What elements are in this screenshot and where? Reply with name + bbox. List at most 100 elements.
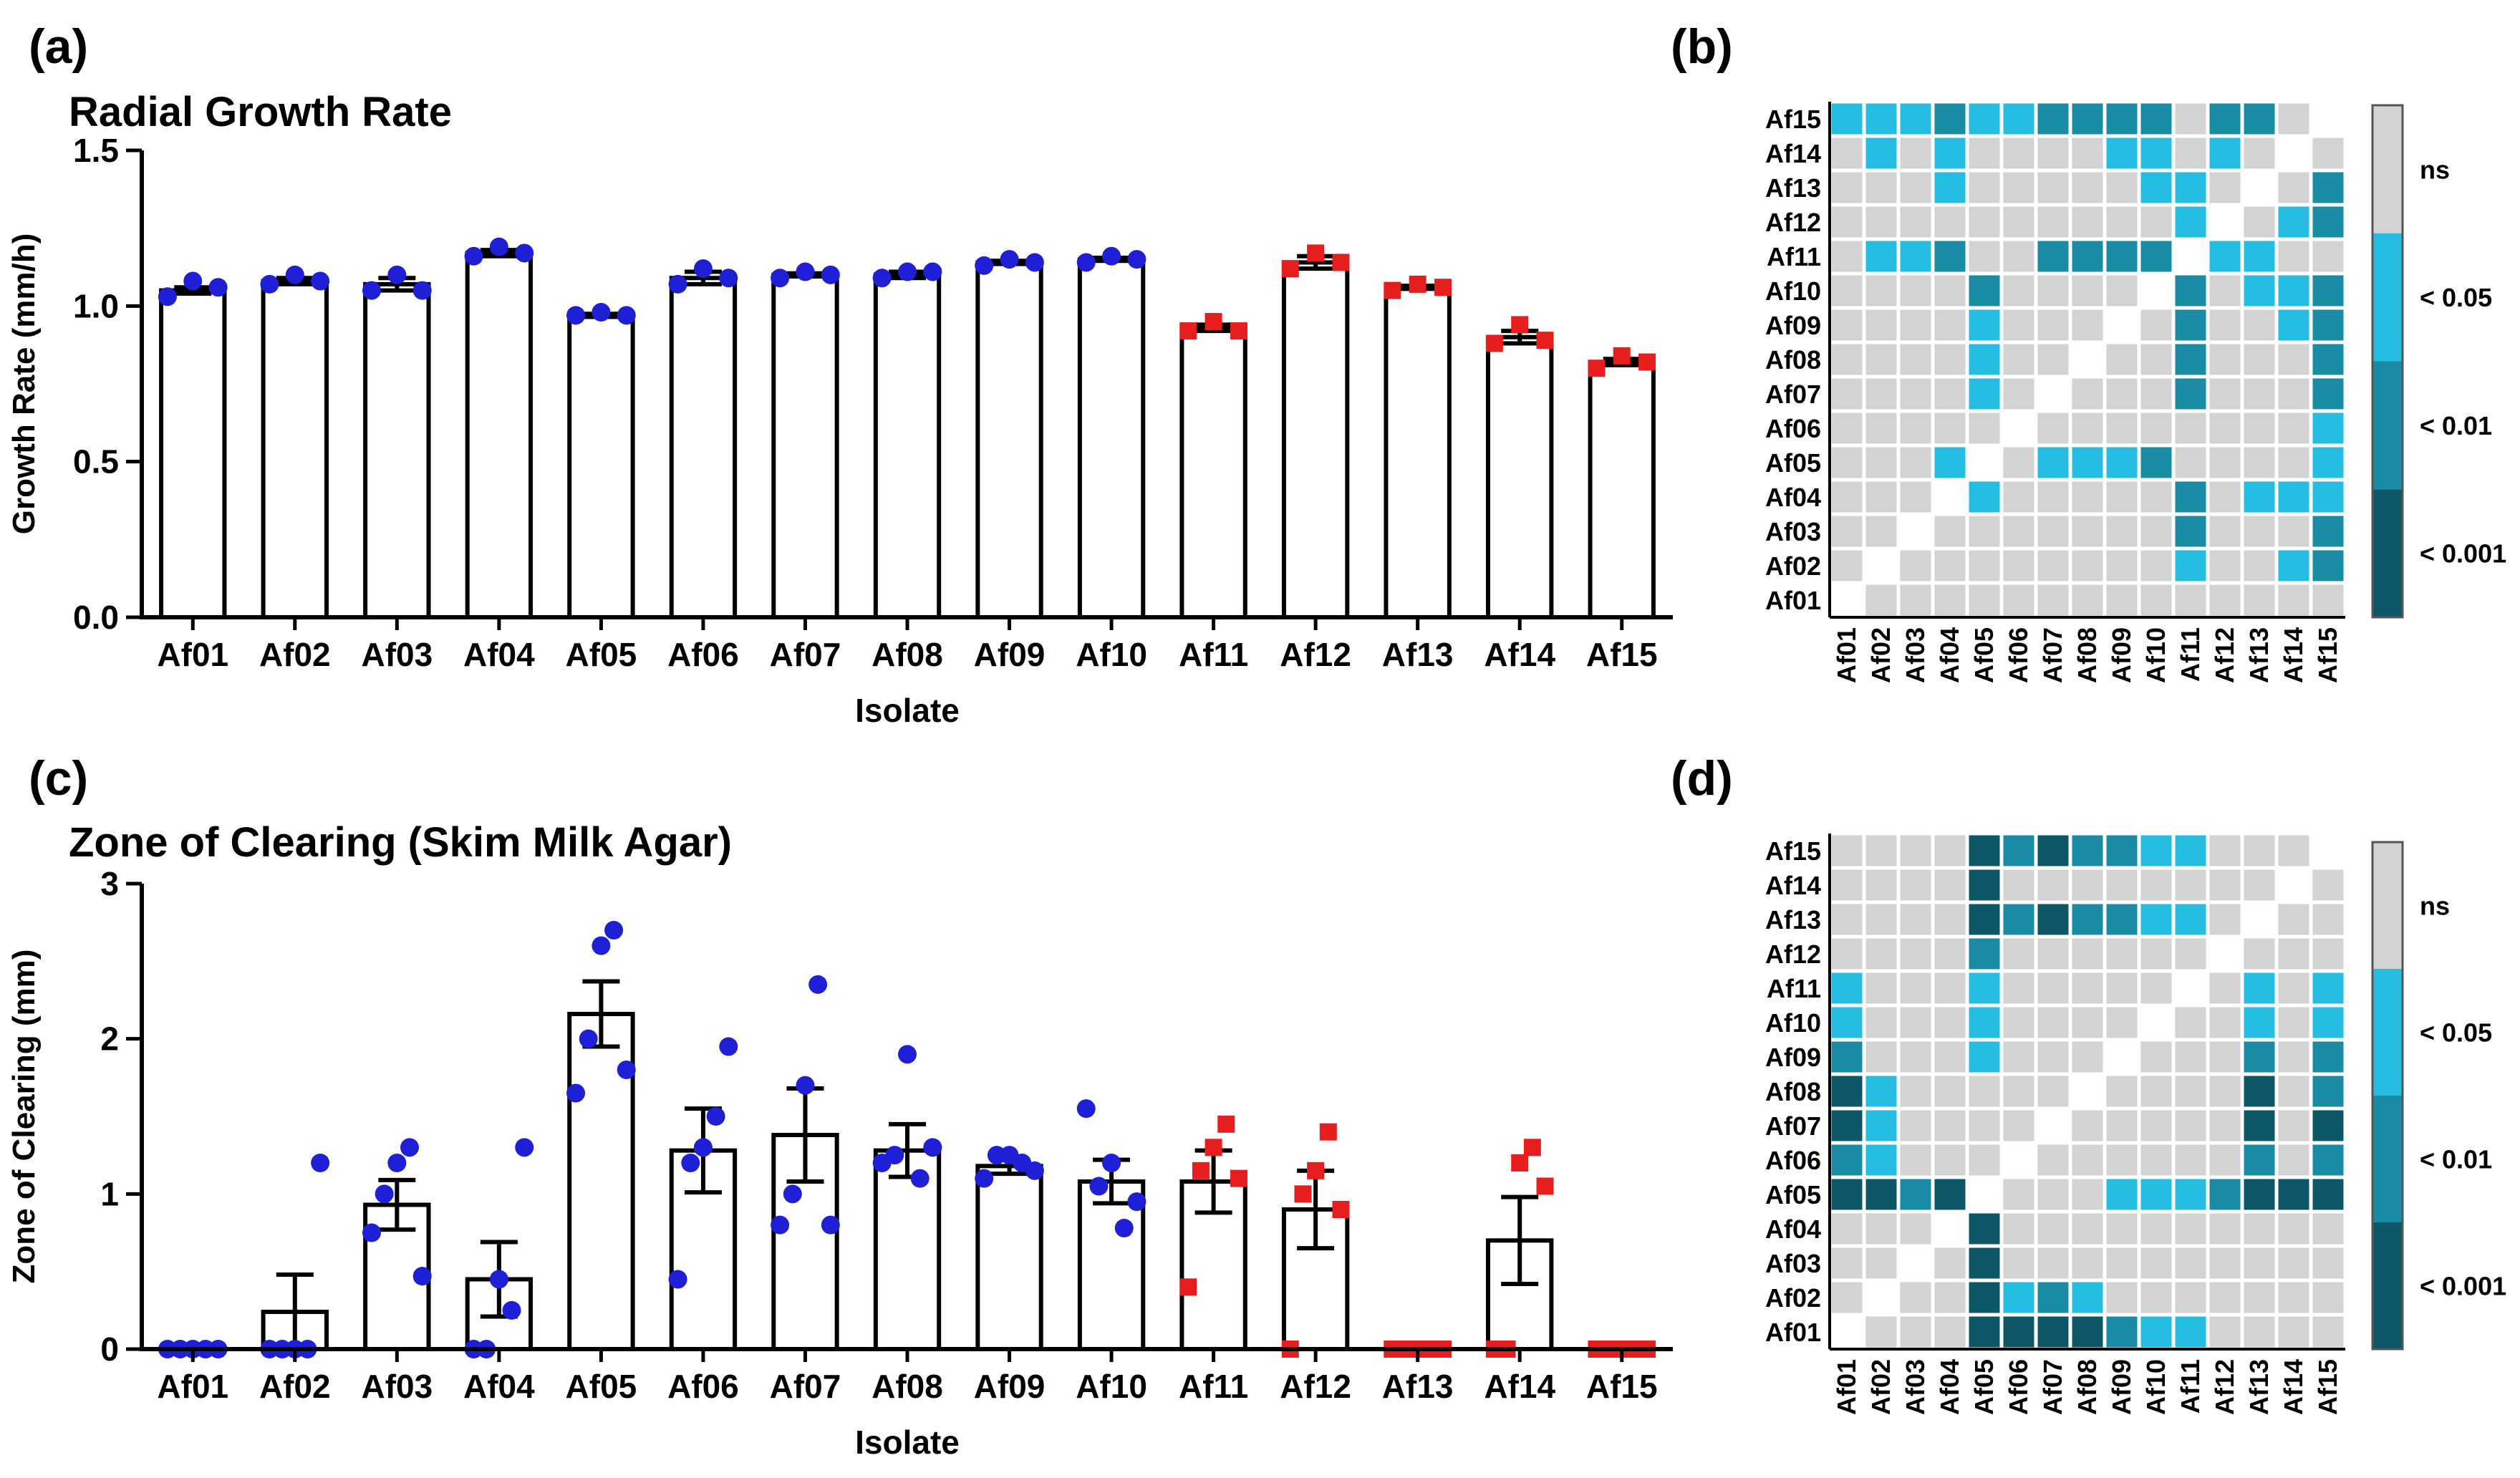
heatmap-cell bbox=[2278, 1007, 2309, 1038]
heatmap-cell bbox=[2003, 1316, 2034, 1348]
data-point-af09 bbox=[1000, 250, 1019, 269]
x-tick-label: Af06 bbox=[2004, 627, 2033, 683]
y-tick-label: Af01 bbox=[1765, 586, 1821, 615]
heatmap-cell bbox=[2003, 1007, 2034, 1038]
heatmap-cell bbox=[1831, 481, 1863, 513]
heatmap-cell bbox=[2278, 1316, 2309, 1348]
x-tick-label: Af05 bbox=[1969, 1359, 1999, 1415]
heatmap-cell bbox=[2003, 1110, 2034, 1141]
heatmap-cell bbox=[1969, 309, 2000, 341]
heatmap-cell bbox=[1865, 904, 1897, 935]
legend-swatch bbox=[2372, 969, 2403, 1096]
x-axis-label: Isolate bbox=[855, 692, 960, 729]
heatmap-cell bbox=[2278, 241, 2309, 272]
heatmap-cell bbox=[1831, 869, 1863, 901]
data-point-af10 bbox=[1102, 1154, 1121, 1172]
heatmap-cell bbox=[2312, 1282, 2344, 1313]
x-tick-label: Af11 bbox=[1179, 636, 1248, 673]
data-point-af14 bbox=[1511, 1154, 1529, 1172]
x-tick-label: Af07 bbox=[770, 636, 841, 673]
x-tick-label: Af10 bbox=[2141, 627, 2171, 683]
heatmap-cell bbox=[1900, 1247, 1931, 1279]
heatmap-cell bbox=[1831, 1179, 1863, 1210]
y-tick-label: Af14 bbox=[1765, 871, 1821, 900]
heatmap-cell bbox=[2140, 137, 2172, 169]
legend-label: < 0.001 bbox=[2420, 539, 2506, 569]
heatmap-cell bbox=[2106, 1144, 2138, 1176]
heatmap-cell bbox=[2106, 869, 2138, 901]
data-point-af14 bbox=[1536, 332, 1554, 349]
data-point-af09 bbox=[975, 1169, 994, 1188]
heatmap-cell bbox=[1900, 1076, 1931, 1107]
heatmap-cell bbox=[2106, 412, 2138, 444]
data-point-af07 bbox=[821, 1215, 840, 1235]
x-tick-label: Af06 bbox=[2004, 1359, 2033, 1415]
data-point-af06 bbox=[693, 1138, 713, 1157]
heatmap-cell bbox=[2106, 241, 2138, 272]
heatmap-cell bbox=[1900, 584, 1931, 616]
y-tick-label: Af04 bbox=[1765, 483, 1821, 512]
heatmap-cell bbox=[2106, 1041, 2138, 1073]
heatmap-cell bbox=[1831, 344, 1863, 375]
data-point-af11 bbox=[1205, 313, 1222, 331]
heatmap-cell bbox=[2140, 835, 2172, 866]
data-point-af11 bbox=[1205, 1139, 1222, 1156]
data-point-af06 bbox=[719, 1037, 738, 1056]
bar-af09 bbox=[975, 260, 1043, 619]
data-point-af11 bbox=[1179, 1278, 1197, 1296]
heatmap-cell bbox=[2175, 1007, 2206, 1038]
heatmap-cell bbox=[2175, 103, 2206, 135]
x-tick-label: Af07 bbox=[2038, 1359, 2067, 1415]
heatmap-cell bbox=[2278, 344, 2309, 375]
heatmap-cell bbox=[1900, 835, 1931, 866]
y-tick-label: Af02 bbox=[1765, 1283, 1821, 1313]
data-point-af08 bbox=[898, 262, 917, 281]
heatmap-cell bbox=[2037, 447, 2069, 478]
heatmap-cell bbox=[2244, 904, 2275, 935]
data-point-af01 bbox=[183, 271, 203, 291]
heatmap-cell bbox=[2003, 447, 2034, 478]
heatmap-cell bbox=[1865, 550, 1897, 581]
heatmap-cell bbox=[2209, 172, 2241, 203]
heatmap-cell bbox=[1831, 904, 1863, 935]
heatmap-cell bbox=[1934, 378, 1966, 410]
heatmap-cell bbox=[1969, 241, 2000, 272]
heatmap-cell bbox=[1969, 938, 2000, 970]
heatmap-cell bbox=[2209, 904, 2241, 935]
x-tick-label: Af08 bbox=[2072, 627, 2102, 683]
data-point-af12 bbox=[1332, 253, 1350, 271]
heatmap-cell bbox=[2037, 1179, 2069, 1210]
heatmap-cell bbox=[2244, 275, 2275, 306]
legend-label: ns bbox=[2420, 892, 2450, 921]
heatmap-cell bbox=[1865, 516, 1897, 547]
data-point-af09 bbox=[975, 256, 994, 275]
heatmap-cell bbox=[2003, 1247, 2034, 1279]
y-tick-label: Af05 bbox=[1765, 448, 1821, 478]
panel-a-radial-growth-rate: (a) Radial Growth Rate Af01 Af02 Af03 Af04 Af0… bbox=[6, 19, 1673, 729]
heatmap-cell bbox=[2175, 378, 2206, 410]
heatmap-cell bbox=[1865, 137, 1897, 169]
heatmap-cell bbox=[2312, 344, 2344, 375]
heatmap-cell bbox=[1865, 1247, 1897, 1279]
heatmap-cell bbox=[1969, 869, 2000, 901]
data-point-af05 bbox=[592, 936, 611, 955]
x-tick-label: Af15 bbox=[1586, 1368, 1658, 1405]
heatmap-cell bbox=[2312, 309, 2344, 341]
heatmap-cell bbox=[1934, 241, 1966, 272]
heatmap-cell bbox=[2106, 516, 2138, 547]
heatmap-cell bbox=[2140, 1144, 2172, 1176]
data-point-af13 bbox=[1384, 281, 1401, 299]
heatmap-cell bbox=[2312, 1007, 2344, 1038]
heatmap-cell bbox=[2278, 1110, 2309, 1141]
heatmap-cell bbox=[1831, 1007, 1863, 1038]
heatmap-cell bbox=[2278, 1282, 2309, 1313]
y-tick-label: 2 bbox=[100, 1020, 119, 1058]
heatmap-cell bbox=[1900, 241, 1931, 272]
heatmap-cell bbox=[1865, 869, 1897, 901]
heatmap-cell bbox=[1969, 1179, 2000, 1210]
heatmap-cell bbox=[2072, 1041, 2103, 1073]
heatmap-cell bbox=[2175, 447, 2206, 478]
heatmap-cell bbox=[2209, 309, 2241, 341]
heatmap-cell bbox=[1900, 344, 1931, 375]
x-tick-label: Af05 bbox=[566, 636, 637, 673]
